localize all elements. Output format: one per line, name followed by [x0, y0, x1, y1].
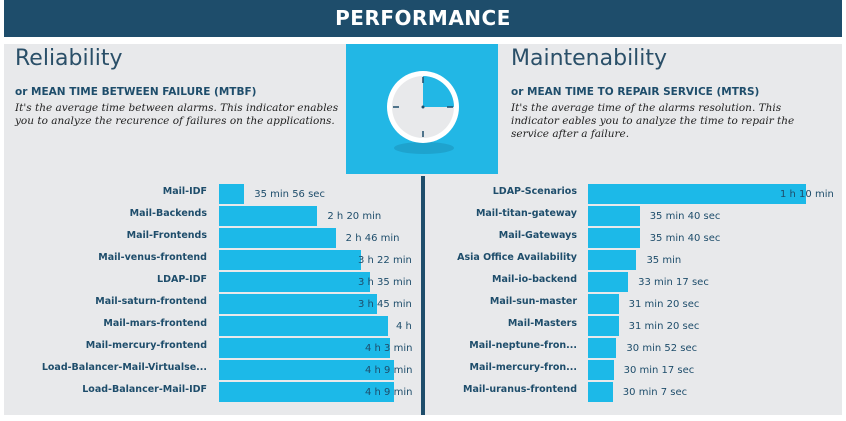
- bar-value-label: 3 h 45 min: [358, 299, 412, 310]
- section-divider: [421, 176, 425, 415]
- bar-label: Mail-IDF: [162, 186, 207, 197]
- bar-value-label: 3 h 35 min: [358, 277, 412, 288]
- bar-value-label: 3 h 22 min: [358, 255, 412, 266]
- bar[interactable]: [219, 316, 388, 336]
- clock-icon: [387, 71, 459, 154]
- bar-label: Load-Balancer-Mail-Virtualse...: [41, 362, 207, 373]
- bar-label: Mail-Frontends: [126, 230, 207, 241]
- bar-value-label: 4 h 3 min: [365, 343, 413, 354]
- bar[interactable]: [588, 294, 619, 314]
- bar[interactable]: [219, 294, 378, 314]
- reliability-title: Reliability: [15, 46, 123, 71]
- bar-label: Mail-titan-gateway: [475, 208, 577, 219]
- bar-value-label: 35 min 40 sec: [649, 211, 721, 222]
- bar[interactable]: [219, 184, 245, 204]
- bar-value-label: 4 h 9 min: [365, 387, 413, 398]
- bar-label: Mail-saturn-frontend: [95, 296, 207, 307]
- bar-label: Mail-mars-frontend: [103, 318, 207, 329]
- bar[interactable]: [588, 316, 619, 336]
- bar[interactable]: [588, 228, 640, 248]
- bar-value-label: 4 h: [396, 321, 412, 332]
- bar-value-label: 30 min 7 sec: [622, 387, 688, 398]
- bar[interactable]: [219, 228, 336, 248]
- bar-value-label: 4 h 9 min: [365, 365, 413, 376]
- bar-label: Mail-uranus-frontend: [463, 384, 577, 395]
- bar-value-label: 2 h 46 min: [345, 233, 400, 244]
- bar[interactable]: [219, 250, 361, 270]
- page-header: PERFORMANCE: [4, 0, 842, 37]
- bar-label: Mail-Masters: [507, 318, 577, 329]
- bar-value-label: 35 min 56 sec: [254, 189, 325, 200]
- bar[interactable]: [588, 184, 806, 204]
- bar[interactable]: [219, 360, 394, 380]
- bar-value-label: 1 h 10 min: [780, 189, 834, 200]
- bar-label: Mail-Backends: [129, 208, 207, 219]
- bar-label: Mail-neptune-fron...: [469, 340, 577, 351]
- maintenability-description: It's the average time of the alarms reso…: [511, 102, 795, 140]
- bar-value-label: 31 min 20 sec: [628, 299, 700, 310]
- bar-value-label: 31 min 20 sec: [628, 321, 700, 332]
- bar[interactable]: [588, 382, 613, 402]
- bar[interactable]: [219, 206, 318, 226]
- bar-value-label: 35 min: [646, 255, 682, 266]
- bar-label: Mail-mercury-fron...: [469, 362, 578, 373]
- bar[interactable]: [588, 360, 614, 380]
- bar-value-label: 30 min 52 sec: [626, 343, 698, 354]
- bar-value-label: 35 min 40 sec: [649, 233, 721, 244]
- bar-label: LDAP-IDF: [157, 274, 207, 285]
- bar-label: LDAP-Scenarios: [492, 186, 577, 197]
- bar-label: Load-Balancer-Mail-IDF: [82, 384, 207, 395]
- bar[interactable]: [588, 250, 637, 270]
- bar-label: Mail-venus-frontend: [98, 252, 207, 263]
- reliability-subtitle: or MEAN TIME BETWEEN FAILURE (MTBF): [15, 86, 257, 98]
- bar-label: Mail-Gateways: [498, 230, 577, 241]
- bar-value-label: 30 min 17 sec: [623, 365, 695, 376]
- bar-label: Mail-mercury-frontend: [85, 340, 207, 351]
- bar-label: Mail-sun-master: [489, 296, 577, 307]
- bar-label: Mail-io-backend: [492, 274, 577, 285]
- bar[interactable]: [588, 338, 617, 358]
- reliability-description: It's the average time between alarms. Th…: [15, 102, 339, 127]
- bar[interactable]: [219, 272, 371, 292]
- bar[interactable]: [588, 206, 640, 226]
- bar-value-label: 2 h 20 min: [327, 211, 382, 222]
- bar-label: Asia Office Availability: [457, 252, 577, 263]
- bar-value-label: 33 min 17 sec: [638, 277, 709, 288]
- clock-panel: [346, 44, 498, 174]
- maintenability-title: Maintenability: [511, 46, 668, 71]
- maintenability-subtitle: or MEAN TIME TO REPAIR SERVICE (MTRS): [511, 86, 760, 98]
- bar[interactable]: [588, 272, 629, 292]
- bar[interactable]: [219, 338, 390, 358]
- bar[interactable]: [219, 382, 394, 402]
